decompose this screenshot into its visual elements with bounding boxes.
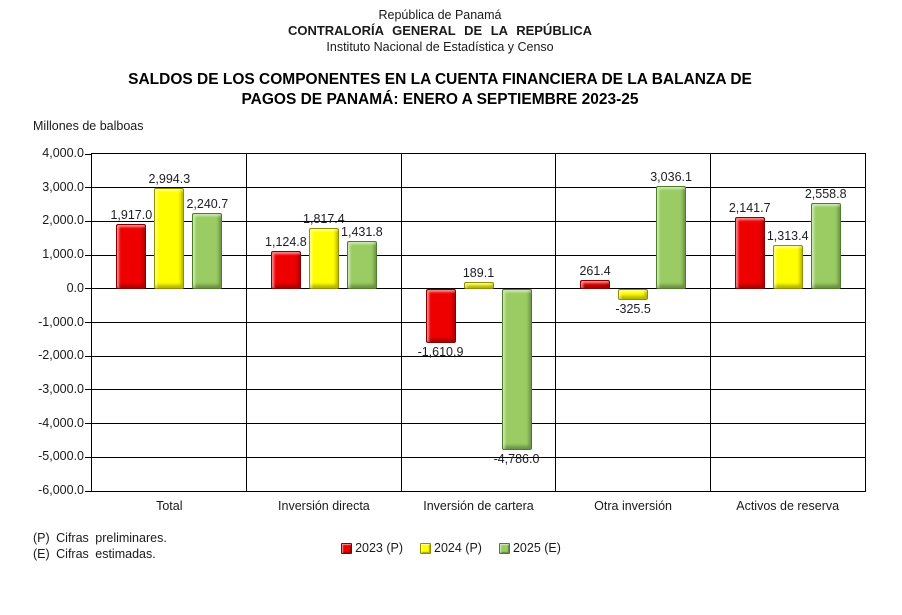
- x-axis-category-labels: Total Inversión directa Inversión de carte…: [92, 499, 865, 517]
- org-department: Instituto Nacional de Estadística y Cens…: [326, 40, 554, 54]
- footnote-estimated: (E) Cifras estimadas.: [33, 547, 156, 561]
- y-axis-tick-label: -1,000.0: [38, 314, 84, 329]
- gridline: [92, 456, 865, 458]
- y-axis-tick: [85, 254, 91, 256]
- y-axis-tick: [85, 187, 91, 189]
- bar-2025-e-activos-de-reserva: [810, 202, 841, 289]
- legend-swatch-icon: [498, 542, 510, 554]
- y-axis-tick-label: -2,000.0: [38, 348, 84, 363]
- bar-2023-p-inversi-n-de-cartera: [425, 288, 456, 344]
- y-axis-units-label: Millones de balboas: [33, 119, 144, 133]
- y-axis-tick: [85, 389, 91, 391]
- bar-2025-e-inversi-n-directa: [346, 240, 377, 289]
- bar-value-label: 1,817.4: [303, 211, 345, 226]
- gridline: [92, 288, 865, 290]
- y-axis-tick-label: 1,000.0: [42, 247, 84, 262]
- y-axis-tick: [85, 220, 91, 222]
- y-axis-tick-label: 2,000.0: [42, 213, 84, 228]
- legend: 2023 (P) 2024 (P) 2025 (E): [0, 541, 902, 555]
- footnotes: (P) Cifras preliminares. (E) Cifras esti…: [33, 530, 167, 562]
- legend-entry-2024-p: 2024 (P): [420, 541, 482, 555]
- y-axis-tick: [85, 490, 91, 492]
- y-axis-tick: [85, 153, 91, 155]
- legend-entry-2023-p: 2023 (P): [341, 541, 403, 555]
- gridline: [92, 220, 865, 222]
- plot-area: 1,917.0 2,994.3 2,240.7 1,124.8 1,817.4 1,431…: [85, 153, 866, 492]
- category-label-otra-inversi-n: Otra inversión: [594, 499, 672, 513]
- bar-2025-e-inversi-n-de-cartera: [501, 288, 532, 451]
- category-label-total: Total: [156, 499, 183, 513]
- legend-label: 2024 (P): [434, 541, 482, 555]
- bar-value-label: 2,558.8: [804, 186, 847, 201]
- y-axis-tick: [85, 355, 91, 357]
- y-axis-tick: [85, 423, 91, 425]
- category-divider: [555, 154, 557, 491]
- legend-swatch-icon: [341, 542, 353, 554]
- bar-2024-p-inversi-n-directa: [308, 227, 339, 289]
- bar-value-label: 261.4: [579, 263, 611, 278]
- gridline: [92, 187, 865, 189]
- legend-entry-2025-e: 2025 (E): [498, 541, 561, 555]
- chart-title-line-2: PAGOS DE PANAMÁ: ENERO A SEPTIEMBRE 2023…: [241, 91, 639, 108]
- bar-value-label: -1,610.9: [417, 345, 464, 360]
- gridline: [92, 389, 865, 391]
- bar-value-label: 1,431.8: [341, 224, 383, 239]
- gridline: [92, 254, 865, 256]
- bar-value-label: 2,994.3: [148, 171, 191, 186]
- bar-value-label: 3,036.1: [650, 170, 692, 185]
- gridline: [92, 355, 865, 357]
- org-country: República de Panamá: [378, 8, 502, 22]
- y-axis-tick: [85, 322, 91, 323]
- chart-title: SALDOS DE LOS COMPONENTES EN LA CUENTA F…: [0, 70, 880, 110]
- category-divider: [246, 154, 248, 491]
- bar-2023-p-activos-de-reserva: [734, 216, 765, 289]
- category-divider: [709, 154, 711, 491]
- legend-label: 2023 (P): [355, 541, 404, 555]
- y-axis-tick: [85, 288, 91, 290]
- bar-value-label: -325.5: [615, 301, 651, 316]
- bar-2024-p-inversi-n-de-cartera: [463, 282, 494, 289]
- org-header: República de Panamá CONTRALORÍA GENERAL …: [0, 7, 880, 55]
- bar-2023-p-otra-inversi-n: [580, 279, 611, 289]
- gridline: [92, 423, 865, 425]
- bar-2025-e-otra-inversi-n: [656, 186, 687, 289]
- y-axis-tick-label: 3,000.0: [42, 179, 84, 194]
- y-axis-tick-label: -4,000.0: [38, 415, 84, 430]
- bar-2023-p-inversi-n-directa: [270, 250, 301, 289]
- category-label-activos-de-reserva: Activos de reserva: [736, 499, 840, 513]
- category-label-inversi-n-de-cartera: Inversión de cartera: [423, 499, 534, 513]
- bar-2024-p-total: [154, 187, 185, 289]
- bar-2023-p-total: [116, 224, 147, 289]
- org-institution: CONTRALORÍA GENERAL DE LA REPÚBLICA: [287, 23, 593, 38]
- category-label-inversi-n-directa: Inversión directa: [278, 499, 370, 513]
- category-divider: [400, 154, 402, 491]
- bar-2024-p-activos-de-reserva: [772, 244, 803, 289]
- bar-value-label: 1,917.0: [110, 208, 153, 223]
- bar-value-label: 2,240.7: [186, 197, 229, 212]
- bar-value-label: 1,124.8: [265, 234, 307, 249]
- gridline: [92, 322, 865, 323]
- legend-swatch-icon: [420, 542, 432, 554]
- y-axis-tick: [85, 456, 91, 458]
- bar-value-label: 1,313.4: [766, 228, 809, 243]
- bar-2024-p-otra-inversi-n: [618, 288, 649, 300]
- y-axis-tick-label: -6,000.0: [38, 483, 84, 497]
- y-axis-tick-label: 0.0: [66, 280, 84, 295]
- y-axis-tick-label: -5,000.0: [38, 449, 84, 464]
- bar-value-label: -4,786.0: [493, 452, 540, 467]
- bar-value-label: 2,141.7: [728, 200, 771, 215]
- chart-title-line-1: SALDOS DE LOS COMPONENTES EN LA CUENTA F…: [128, 71, 752, 88]
- y-axis-tick-label: -3,000.0: [38, 381, 84, 396]
- footnote-preliminary: (P) Cifras preliminares.: [33, 531, 167, 545]
- bar-value-label: 189.1: [462, 266, 495, 281]
- legend-label: 2025 (E): [512, 541, 561, 555]
- bar-2025-e-total: [192, 213, 223, 289]
- y-axis-tick-label: 4,000.0: [42, 146, 84, 160]
